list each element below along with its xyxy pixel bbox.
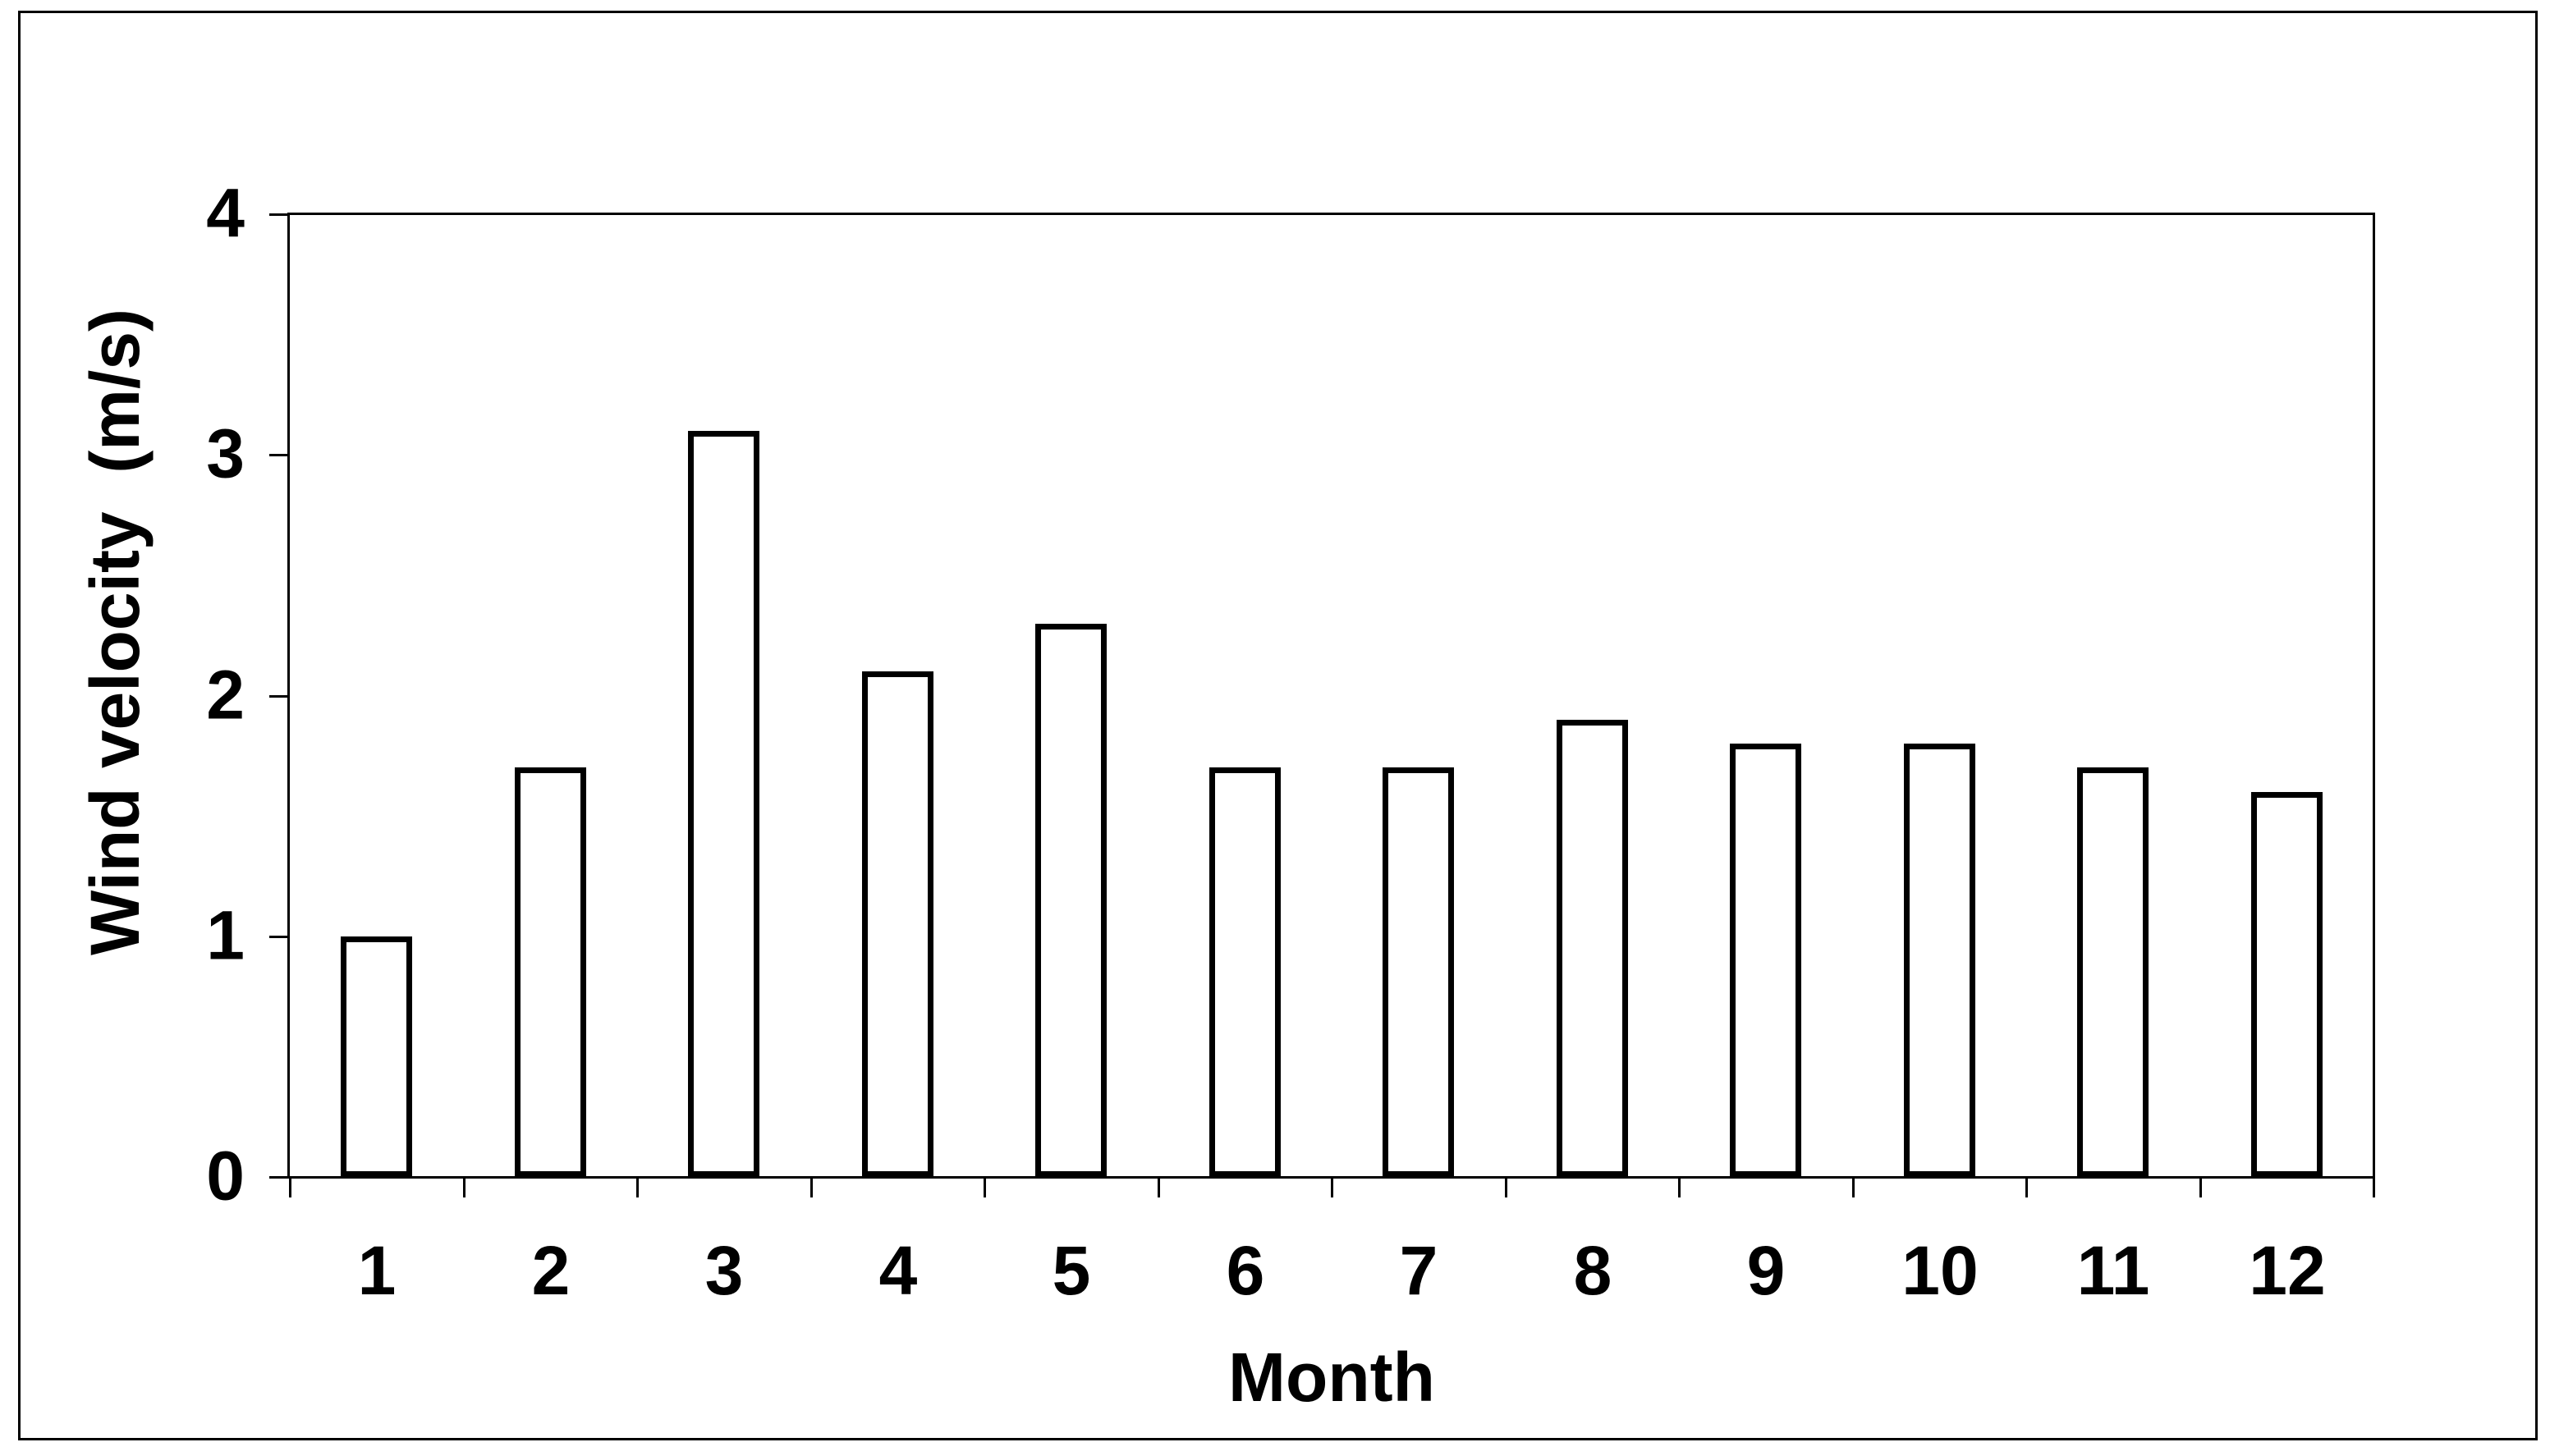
x-tick-label-12: 12 [2249,1232,2326,1309]
bar-month-4 [862,671,933,1177]
bar-month-10 [1904,744,1975,1177]
x-axis-tick [636,1177,639,1197]
x-tick-label-9: 9 [1746,1232,1786,1309]
bar-month-3 [688,431,759,1177]
x-axis-tick [2025,1177,2028,1197]
bar-month-2 [515,767,586,1177]
bar-month-8 [1557,720,1628,1177]
x-axis-tick [1505,1177,1507,1197]
x-axis-tick [1678,1177,1681,1197]
y-axis-title: Wind velocity (m/s) [76,308,154,956]
bar-month-6 [1209,767,1281,1177]
plot-area-border [290,213,2375,1177]
x-axis-tick [1852,1177,1855,1197]
x-tick-label-5: 5 [1052,1232,1091,1309]
x-tick-label-4: 4 [878,1232,918,1309]
bar-month-9 [1730,744,1801,1177]
x-axis-tick [1158,1177,1160,1197]
x-axis-tick [984,1177,986,1197]
bar-month-7 [1383,767,1454,1177]
figure-border [18,11,2538,1440]
bar-month-11 [2077,767,2149,1177]
x-tick-label-2: 2 [531,1232,571,1309]
y-tick-label-3: 3 [206,414,245,492]
x-tick-label-8: 8 [1573,1232,1612,1309]
y-tick-label-1: 1 [206,896,245,974]
y-axis-tick [269,1176,290,1179]
x-tick-label-6: 6 [1226,1232,1265,1309]
x-axis-tick [289,1177,291,1197]
y-axis-tick [269,695,290,698]
x-tick-label-10: 10 [1901,1232,1979,1309]
y-tick-label-2: 2 [206,656,245,734]
x-axis-tick [2199,1177,2202,1197]
x-axis-tick [1331,1177,1333,1197]
y-axis-tick [269,213,290,216]
bar-month-1 [341,936,412,1177]
x-axis-tick [2373,1177,2375,1197]
x-axis-tick [463,1177,466,1197]
y-axis-line [287,213,290,1177]
x-tick-label-3: 3 [704,1232,744,1309]
y-tick-label-4: 4 [206,174,245,252]
bar-month-5 [1035,624,1107,1177]
x-tick-label-11: 11 [2076,1232,2150,1309]
bar-month-12 [2251,792,2323,1177]
x-axis-tick [810,1177,813,1197]
y-tick-label-0: 0 [206,1137,245,1215]
x-axis-title: Month [1228,1339,1435,1416]
x-tick-label-7: 7 [1399,1232,1438,1309]
y-axis-tick [269,936,290,938]
x-tick-label-1: 1 [357,1232,397,1309]
y-axis-tick [269,454,290,456]
